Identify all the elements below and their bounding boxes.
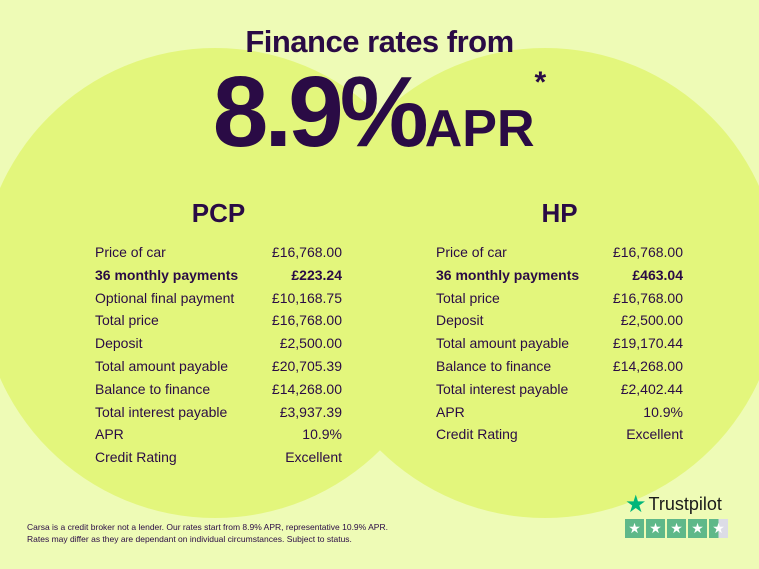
row-label: Total amount payable (95, 357, 229, 374)
row-value: £2,500.00 (620, 312, 683, 329)
row-label: Price of car (95, 244, 166, 260)
trustpilot-badge[interactable]: ★ Trustpilot ★ ★ ★ ★ ★ (625, 490, 728, 538)
rate-value: 8.9% (212, 56, 429, 168)
headline: Finance rates from (245, 24, 514, 59)
row-label: 36 monthly payments (436, 266, 580, 283)
disclaimer-line: Rates may differ as they are dependant o… (27, 534, 352, 544)
table-row: APR 10.9% (436, 401, 683, 424)
rating-star-icon: ★ (625, 519, 644, 538)
table-row: Balance to finance £14,268.00 (436, 355, 683, 378)
row-value: £14,268.00 (612, 357, 683, 374)
asterisk: * (534, 66, 547, 99)
disclaimer: Carsa is a credit broker not a lender. O… (27, 521, 388, 545)
row-label: Price of car (436, 244, 507, 260)
table-row: Price of car £16,768.00 (436, 241, 683, 264)
row-label: Total price (95, 312, 159, 329)
table-row: 36 monthly payments £463.04 (436, 264, 683, 287)
table-row: Optional final payment £10,168.75 (95, 287, 342, 310)
rating-star-icon: ★ (688, 519, 707, 538)
row-label: Credit Rating (436, 426, 518, 443)
hp-title: HP (541, 198, 578, 228)
table-row: Price of car £16,768.00 (95, 241, 342, 264)
row-value: £16,768.00 (271, 312, 342, 329)
row-value: Excellent (285, 449, 342, 466)
row-label: Total price (436, 289, 500, 306)
row-label: APR (95, 426, 124, 443)
row-label: Balance to finance (95, 380, 211, 397)
trustpilot-rating: ★ ★ ★ ★ ★ (625, 519, 728, 538)
table-row: Total interest payable £2,402.44 (436, 378, 683, 401)
row-label: Credit Rating (95, 449, 177, 466)
row-value: £16,768.00 (612, 289, 683, 306)
row-value: £16,768.00 (271, 244, 342, 260)
row-value: 10.9% (302, 426, 342, 443)
table-row: Deposit £2,500.00 (95, 332, 342, 355)
table-row: Total price £16,768.00 (95, 309, 342, 332)
row-value: £10,168.75 (271, 289, 342, 306)
row-label: 36 monthly payments (95, 266, 239, 283)
rating-star-icon: ★ (646, 519, 665, 538)
rating-star-icon: ★ (667, 519, 686, 538)
hp-table: HP Price of car £16,768.00 36 monthly paym… (436, 198, 683, 446)
row-value: £223.24 (291, 266, 342, 283)
row-label: Total interest payable (95, 403, 228, 420)
row-value: £19,170.44 (612, 335, 683, 352)
rate-display: 8.9%APR* (0, 62, 759, 162)
table-row: Total amount payable £19,170.44 (436, 332, 683, 355)
table-row: Deposit £2,500.00 (436, 309, 683, 332)
row-label: Total interest payable (436, 380, 569, 397)
row-value: £463.04 (632, 266, 683, 283)
table-row: Total amount payable £20,705.39 (95, 355, 342, 378)
row-value: £2,402.44 (620, 380, 683, 397)
row-value: £20,705.39 (271, 357, 342, 374)
table-row: Credit Rating Excellent (95, 446, 342, 469)
row-value: 10.9% (643, 403, 683, 420)
disclaimer-line: Carsa is a credit broker not a lender. O… (27, 522, 388, 532)
table-row: Total price £16,768.00 (436, 287, 683, 310)
table-row: APR 10.9% (95, 423, 342, 446)
row-value: £2,500.00 (279, 335, 342, 352)
trustpilot-star-icon: ★ (625, 490, 647, 518)
rating-star-icon: ★ (709, 519, 728, 538)
row-label: Deposit (436, 312, 484, 329)
row-label: Balance to finance (436, 357, 552, 374)
row-label: Optional final payment (95, 289, 235, 306)
table-row: Balance to finance £14,268.00 (95, 378, 342, 401)
pcp-table: PCP Price of car £16,768.00 36 monthly pay… (95, 198, 342, 469)
trustpilot-name: Trustpilot (648, 494, 722, 514)
row-value: £3,937.39 (279, 403, 342, 420)
row-label: Deposit (95, 335, 143, 352)
table-row: Credit Rating Excellent (436, 423, 683, 446)
table-row: Total interest payable £3,937.39 (95, 401, 342, 424)
row-value: £16,768.00 (612, 244, 683, 260)
row-label: Total amount payable (436, 335, 570, 352)
apr-label: APR (424, 100, 535, 158)
pcp-title: PCP (191, 198, 246, 228)
background-circle-right (310, 48, 759, 518)
table-row: 36 monthly payments £223.24 (95, 264, 342, 287)
row-value: £14,268.00 (271, 380, 342, 397)
row-label: APR (436, 403, 465, 420)
row-value: Excellent (626, 426, 683, 443)
